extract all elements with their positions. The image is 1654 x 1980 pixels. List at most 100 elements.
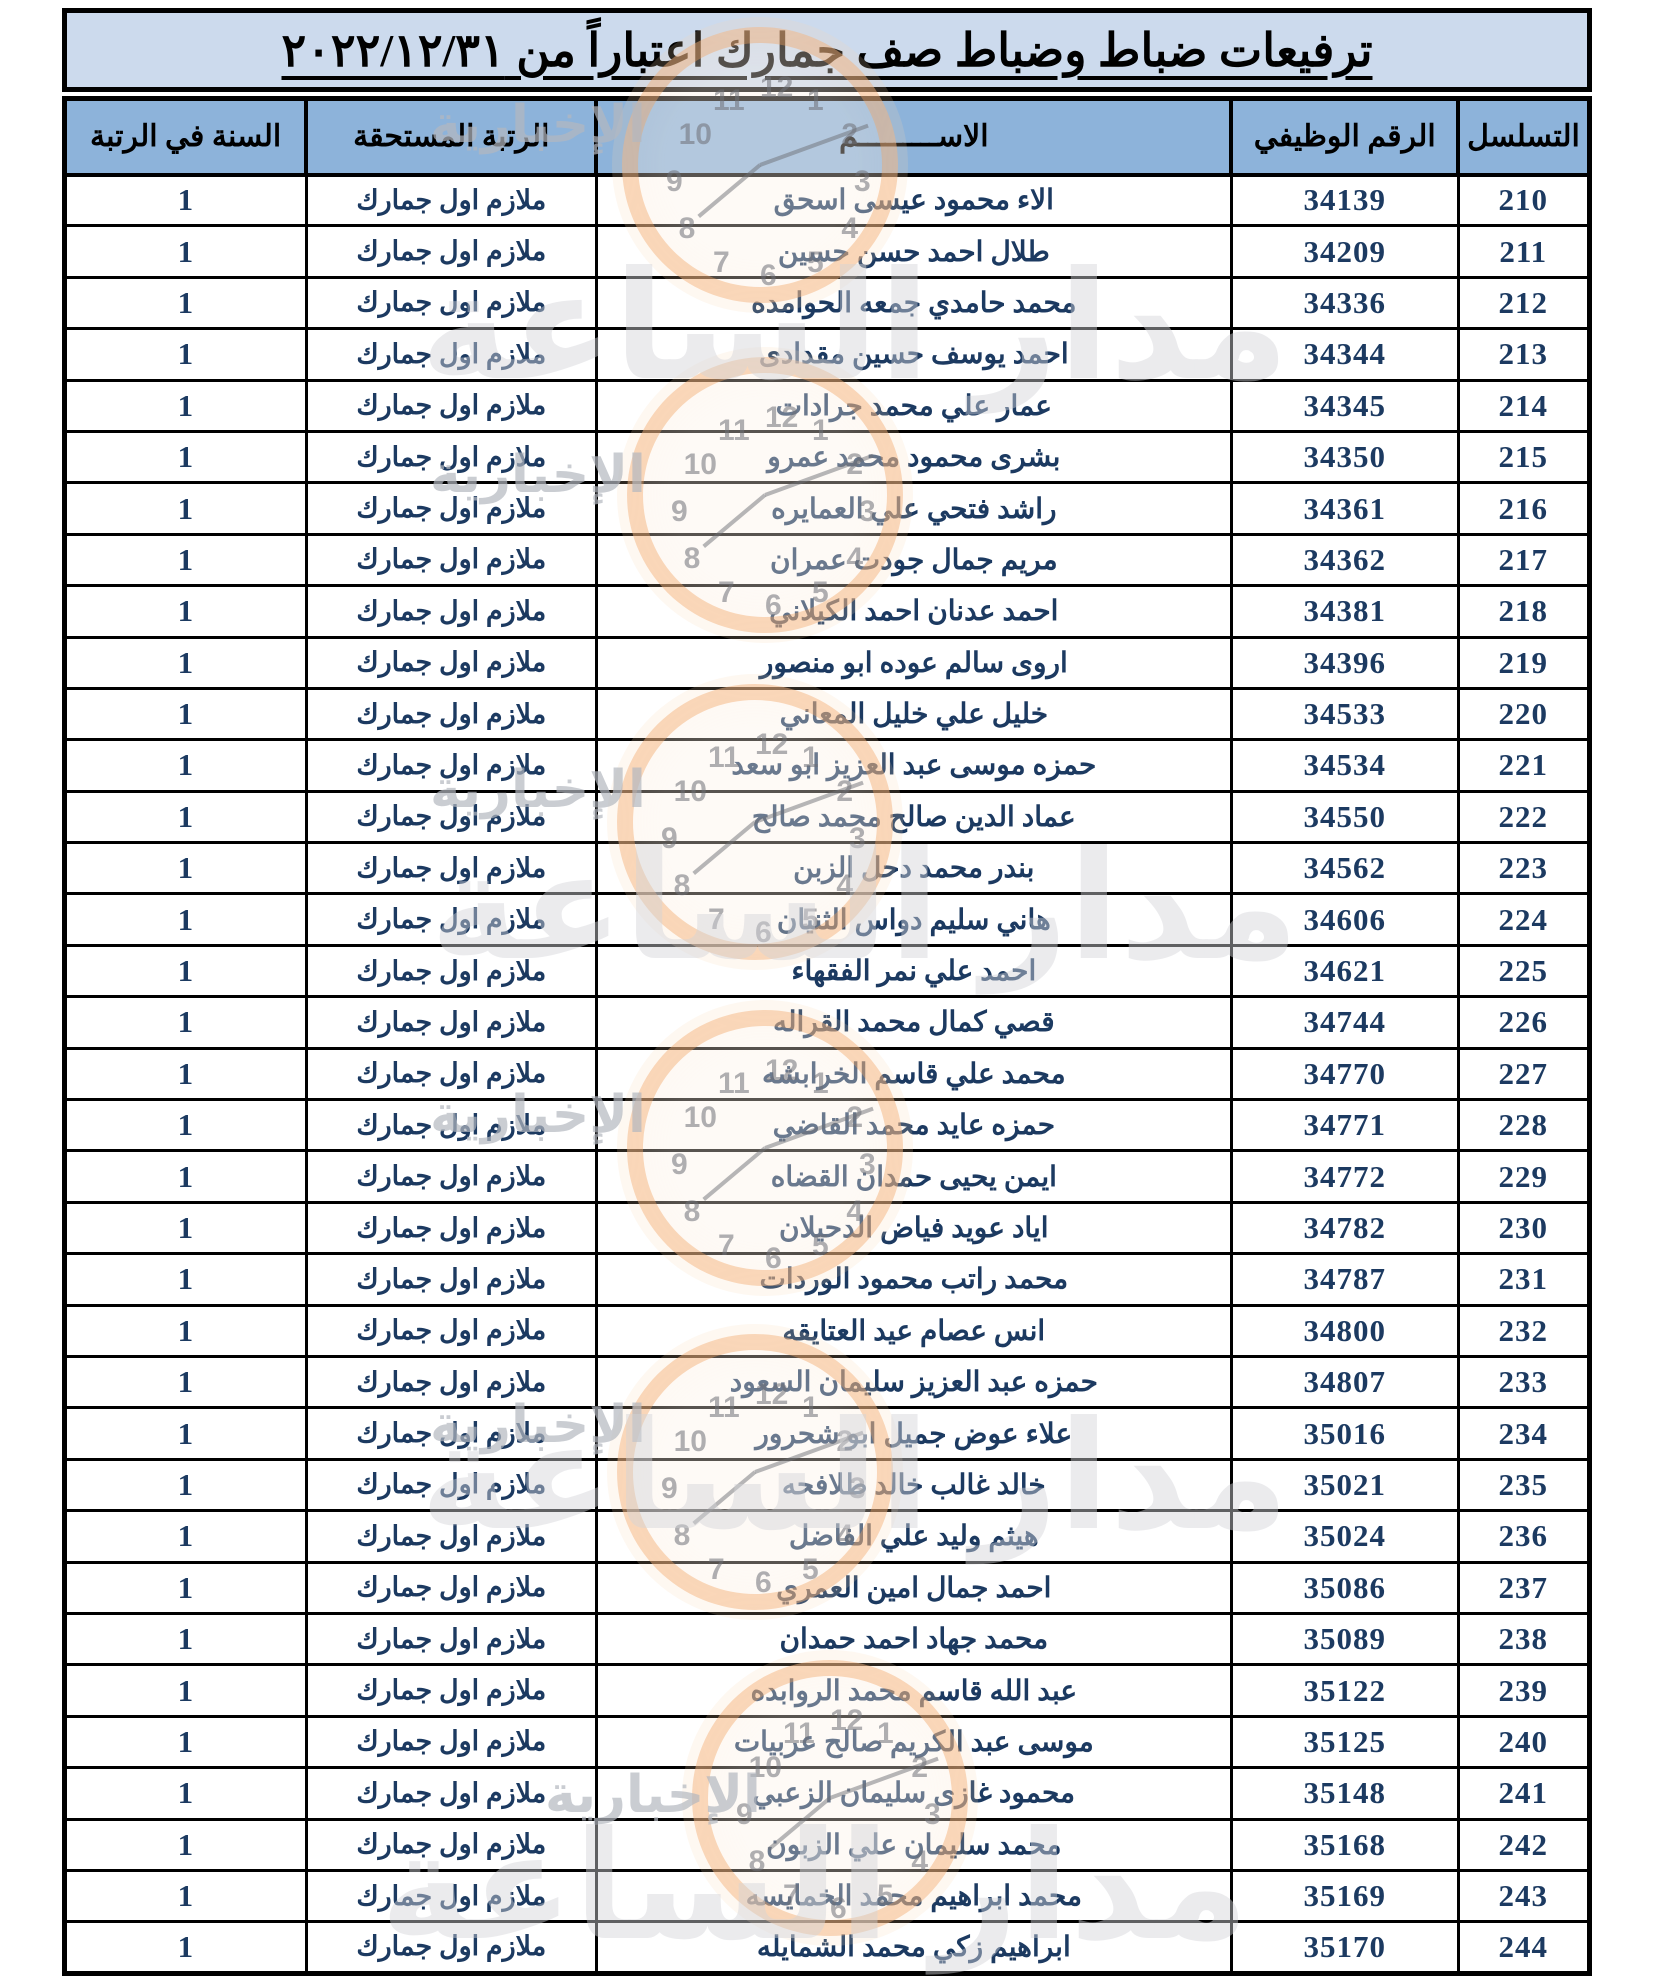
serial-cell: 243: [1456, 1868, 1592, 1924]
table-row: 216 34361 راشد فتحي علي العمايره ملازم ا…: [63, 481, 1592, 536]
rank-cell: ملازم اول جمارك: [304, 1611, 598, 1667]
name-cell: ايمن يحيى حمدان القضاه: [594, 1149, 1233, 1204]
serial-cell: 222: [1456, 789, 1592, 845]
table-row: 243 35169 محمد ابراهيم محمد الخمايسه ملا…: [63, 1868, 1592, 1924]
year-in-rank-cell: 1: [63, 584, 308, 639]
name-cell: علاء عوض جميل ابو شحرور: [594, 1406, 1233, 1461]
year-in-rank-cell: 1: [63, 1509, 308, 1564]
table-row: 234 35016 علاء عوض جميل ابو شحرور ملازم …: [63, 1406, 1592, 1461]
rank-cell: ملازم اول جمارك: [304, 1509, 598, 1564]
name-cell: راشد فتحي علي العمايره: [594, 481, 1233, 536]
name-cell: محمد راتب محمود الوردات: [594, 1252, 1233, 1307]
serial-cell: 227: [1456, 1046, 1592, 1102]
name-cell: انس عصام عيد العتايقه: [594, 1303, 1233, 1358]
name-cell: اياد عويد فياض الدحيلان: [594, 1200, 1233, 1256]
employee-number-cell: 34396: [1229, 635, 1460, 690]
name-cell: احمد جمال امين العمري: [594, 1560, 1233, 1615]
rank-cell: ملازم اول جمارك: [304, 378, 598, 433]
employee-number-cell: 34550: [1229, 789, 1460, 845]
year-in-rank-cell: 1: [63, 1560, 308, 1615]
table-row: 230 34782 اياد عويد فياض الدحيلان ملازم …: [63, 1200, 1592, 1256]
employee-number-cell: 34771: [1229, 1098, 1460, 1153]
table-row: 222 34550 عماد الدين صالح محمد صالح ملاز…: [63, 789, 1592, 845]
rank-cell: ملازم اول جمارك: [304, 172, 598, 228]
rank-cell: ملازم اول جمارك: [304, 429, 598, 485]
table-row: 218 34381 احمد عدنان احمد الكيلاني ملازم…: [63, 584, 1592, 639]
name-cell: حمزه عبد العزيز سليمان السعود: [594, 1354, 1233, 1410]
table-row: 225 34621 احمد علي نمر الفقهاء ملازم اول…: [63, 943, 1592, 999]
year-in-rank-cell: 1: [63, 1457, 308, 1513]
name-cell: خالد غالب خالد طلافحه: [594, 1457, 1233, 1513]
rank-cell: ملازم اول جمارك: [304, 532, 598, 588]
name-cell: اروى سالم عوده ابو منصور: [594, 635, 1233, 690]
employee-number-cell: 34621: [1229, 943, 1460, 999]
year-in-rank-cell: 1: [63, 378, 308, 433]
year-in-rank-cell: 1: [63, 789, 308, 845]
rank-cell: ملازم اول جمارك: [304, 1663, 598, 1718]
employee-number-cell: 34770: [1229, 1046, 1460, 1102]
serial-cell: 224: [1456, 892, 1592, 947]
year-in-rank-cell: 1: [63, 995, 308, 1050]
table-row: 228 34771 حمزه عايد محمد القاضي ملازم او…: [63, 1098, 1592, 1153]
serial-cell: 215: [1456, 429, 1592, 485]
serial-cell: 223: [1456, 841, 1592, 896]
rank-cell: ملازم اول جمارك: [304, 1714, 598, 1770]
table-row: 237 35086 احمد جمال امين العمري ملازم او…: [63, 1560, 1592, 1615]
year-in-rank-cell: 1: [63, 1098, 308, 1153]
table-row: 224 34606 هاني سليم دواس الثنيان ملازم ا…: [63, 892, 1592, 947]
rank-cell: ملازم اول جمارك: [304, 1098, 598, 1153]
table-row: 214 34345 عمار علي محمد جرادات ملازم اول…: [63, 378, 1592, 433]
year-in-rank-cell: 1: [63, 327, 308, 382]
year-in-rank-cell: 1: [63, 1354, 308, 1410]
table-body: 210 34139 الاء محمود عيسى اسحق ملازم اول…: [63, 172, 1592, 1975]
employee-number-cell: 35016: [1229, 1406, 1460, 1461]
table-row: 226 34744 قصي كمال محمد القراله ملازم او…: [63, 995, 1592, 1050]
year-in-rank-cell: 1: [63, 1714, 308, 1770]
serial-cell: 238: [1456, 1611, 1592, 1667]
promotions-table: التسلسل الرقم الوظيفي الاســـــــــم الر…: [62, 96, 1592, 1976]
employee-number-cell: 34139: [1229, 172, 1460, 228]
rank-cell: ملازم اول جمارك: [304, 1303, 598, 1358]
name-cell: محمد ابراهيم محمد الخمايسه: [594, 1868, 1233, 1924]
year-in-rank-cell: 1: [63, 224, 308, 279]
name-cell: احمد علي نمر الفقهاء: [594, 943, 1233, 999]
employee-number-cell: 35089: [1229, 1611, 1460, 1667]
promotion-document: ترفيعات ضباط وضباط صف جمارك اعتباراً من …: [62, 8, 1592, 1976]
employee-number-cell: 34381: [1229, 584, 1460, 639]
rank-cell: ملازم اول جمارك: [304, 1868, 598, 1924]
employee-number-cell: 34344: [1229, 327, 1460, 382]
table-row: 233 34807 حمزه عبد العزيز سليمان السعود …: [63, 1354, 1592, 1410]
year-in-rank-cell: 1: [63, 1200, 308, 1256]
rank-cell: ملازم اول جمارك: [304, 686, 598, 742]
serial-cell: 228: [1456, 1098, 1592, 1153]
rank-cell: ملازم اول جمارك: [304, 1149, 598, 1204]
rank-cell: ملازم اول جمارك: [304, 1406, 598, 1461]
year-in-rank-cell: 1: [63, 841, 308, 896]
employee-number-cell: 35168: [1229, 1817, 1460, 1872]
name-cell: طلال احمد حسن حسين: [594, 224, 1233, 279]
column-header-rank: الرتبة المستحقة: [304, 96, 599, 177]
table-row: 239 35122 عبد الله قاسم محمد الروابده مل…: [63, 1663, 1592, 1718]
year-in-rank-cell: 1: [63, 275, 308, 331]
serial-cell: 231: [1456, 1252, 1592, 1307]
serial-cell: 232: [1456, 1303, 1592, 1358]
serial-cell: 235: [1456, 1457, 1592, 1513]
serial-cell: 242: [1456, 1817, 1592, 1872]
name-cell: محمود غازى سليمان الزعبي: [594, 1766, 1233, 1821]
name-cell: هيثم وليد علي الفاضل: [594, 1509, 1233, 1564]
name-cell: احمد يوسف حسين مقدادى: [594, 327, 1233, 382]
name-cell: موسى عبد الكريم صالح عربيات: [594, 1714, 1233, 1770]
name-cell: احمد عدنان احمد الكيلاني: [594, 584, 1233, 639]
employee-number-cell: 34361: [1229, 481, 1460, 536]
table-row: 212 34336 محمد حامدي جمعه الحوامده ملازم…: [63, 275, 1592, 331]
year-in-rank-cell: 1: [63, 1252, 308, 1307]
table-row: 220 34533 خليل علي خليل المعاني ملازم او…: [63, 686, 1592, 742]
serial-cell: 239: [1456, 1663, 1592, 1718]
serial-cell: 211: [1456, 224, 1592, 279]
employee-number-cell: 34336: [1229, 275, 1460, 331]
name-cell: حمزه عايد محمد القاضي: [594, 1098, 1233, 1153]
employee-number-cell: 34800: [1229, 1303, 1460, 1358]
year-in-rank-cell: 1: [63, 635, 308, 690]
employee-number-cell: 34807: [1229, 1354, 1460, 1410]
year-in-rank-cell: 1: [63, 172, 308, 228]
